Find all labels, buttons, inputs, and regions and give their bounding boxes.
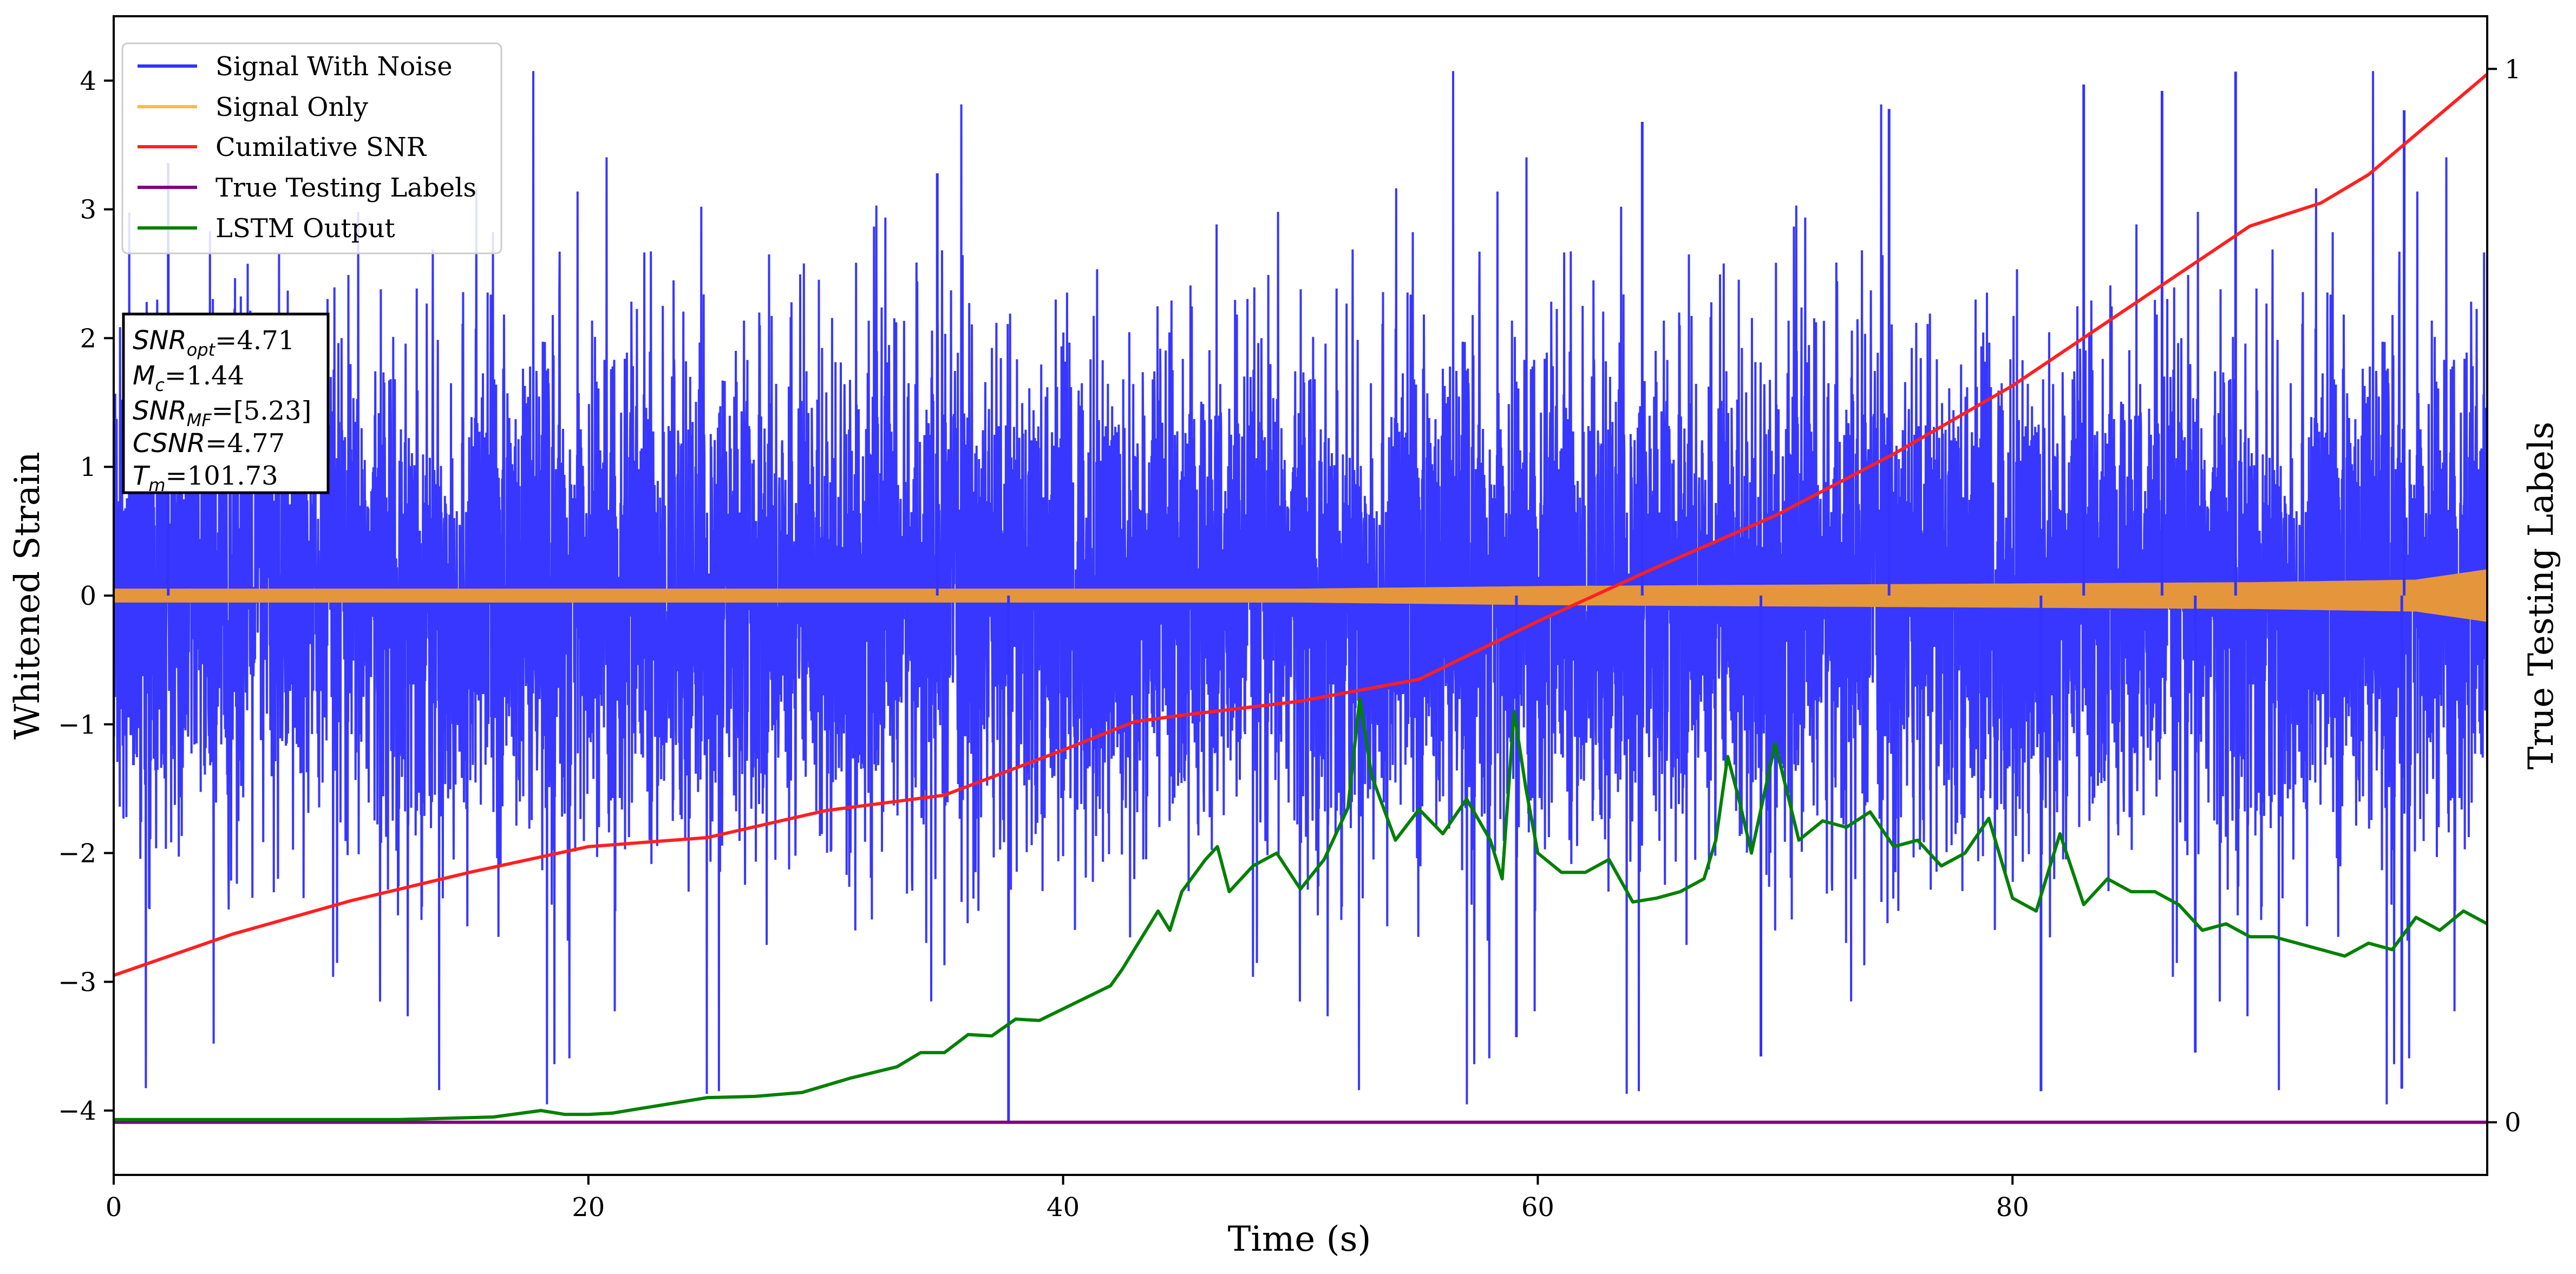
stat-snr-mf-symbol: SNR [133, 396, 187, 426]
y-left-tick-label: 3 [80, 195, 96, 225]
stat-snr-opt: SNRopt=4.71 [133, 325, 295, 360]
x-tick-label: 60 [1521, 1192, 1554, 1223]
x-tick-label: 40 [1047, 1192, 1080, 1223]
y-left-tick-label: −3 [58, 967, 96, 997]
series-band-signal-only [114, 569, 2487, 622]
y-axis-right-ticks: 01 [2487, 54, 2521, 1138]
y-axis-left-ticks: −4 −3 −2 −1 0 1 2 3 4 [58, 66, 114, 1126]
y-left-tick-label: 1 [80, 452, 96, 482]
legend-label-true-testing-labels: True Testing Labels [215, 173, 476, 203]
stat-snr-opt-symbol: SNR [133, 325, 187, 356]
stat-mc-symbol: M [133, 361, 155, 391]
y-right-tick-label: 0 [2505, 1108, 2521, 1138]
y-left-tick-label: 0 [80, 581, 96, 611]
stat-mc-value: =1.44 [165, 361, 244, 391]
series-line-lstm-output [114, 697, 2487, 1121]
stats-box-frame [122, 312, 330, 494]
legend-frame [121, 42, 502, 254]
y-right-tick-label: 1 [2505, 54, 2521, 84]
x-axis-ticks: 0 20 40 60 80 [106, 1175, 2029, 1223]
stat-tm-value: =101.73 [166, 461, 278, 491]
stats-annotation-box: SNRopt=4.71 Mc=1.44 SNRMF=[5.23] CSNR=4.… [122, 312, 330, 495]
y-left-tick-label: −1 [58, 710, 96, 740]
legend-label-cumilative-snr: Cumilative SNR [215, 132, 427, 162]
stat-snr-mf-subscript: MF [187, 410, 212, 430]
stat-mc-subscript: c [155, 375, 165, 395]
y-left-tick-label: 2 [80, 323, 96, 354]
stat-snr-mf-value: =[5.23] [212, 396, 312, 426]
y-left-tick-label: −4 [58, 1096, 96, 1126]
series-line-cumilative-snr [114, 73, 2487, 977]
x-tick-label: 0 [106, 1192, 122, 1223]
stat-tm-subscript: m [148, 475, 165, 495]
legend-label-signal-only: Signal Only [215, 92, 368, 122]
legend-entry-signal-only: Signal Only [138, 92, 368, 122]
y-axis-left-label: Whitened Strain [8, 452, 48, 739]
x-axis-label: Time (s) [1228, 1219, 1371, 1259]
y-left-tick-label: −2 [58, 839, 96, 869]
legend-label-signal-with-noise: Signal With Noise [215, 51, 453, 82]
stat-tm: Tm=101.73 [133, 461, 278, 495]
legend-label-lstm-output: LSTM Output [215, 213, 395, 244]
stat-tm-symbol: T [133, 461, 151, 491]
stat-csnr-value: =4.77 [205, 428, 285, 459]
stat-csnr: CSNR=4.77 [133, 428, 285, 459]
y-axis-right-label: True Testing Labels [2521, 422, 2561, 770]
stat-snr-mf: SNRMF=[5.23] [133, 396, 311, 430]
legend-entry-signal-with-noise: Signal With Noise [138, 51, 453, 82]
x-tick-label: 80 [1996, 1192, 2029, 1223]
x-tick-label: 20 [572, 1192, 605, 1223]
y-left-tick-label: 4 [80, 66, 96, 96]
stat-snr-opt-value: =4.71 [215, 325, 295, 356]
legend-entry-cumilative-snr: Cumilative SNR [138, 132, 427, 162]
stat-snr-opt-subscript: opt [187, 339, 216, 360]
legend-entry-lstm-output: LSTM Output [138, 213, 395, 244]
stat-csnr-symbol: CSNR [133, 428, 205, 459]
series-line-signal-with-noise [114, 71, 2487, 1105]
legend-entry-true-testing-labels: True Testing Labels [138, 173, 476, 203]
stat-mc: Mc=1.44 [133, 361, 244, 395]
legend: Signal With Noise Signal Only Cumilative… [121, 42, 502, 254]
